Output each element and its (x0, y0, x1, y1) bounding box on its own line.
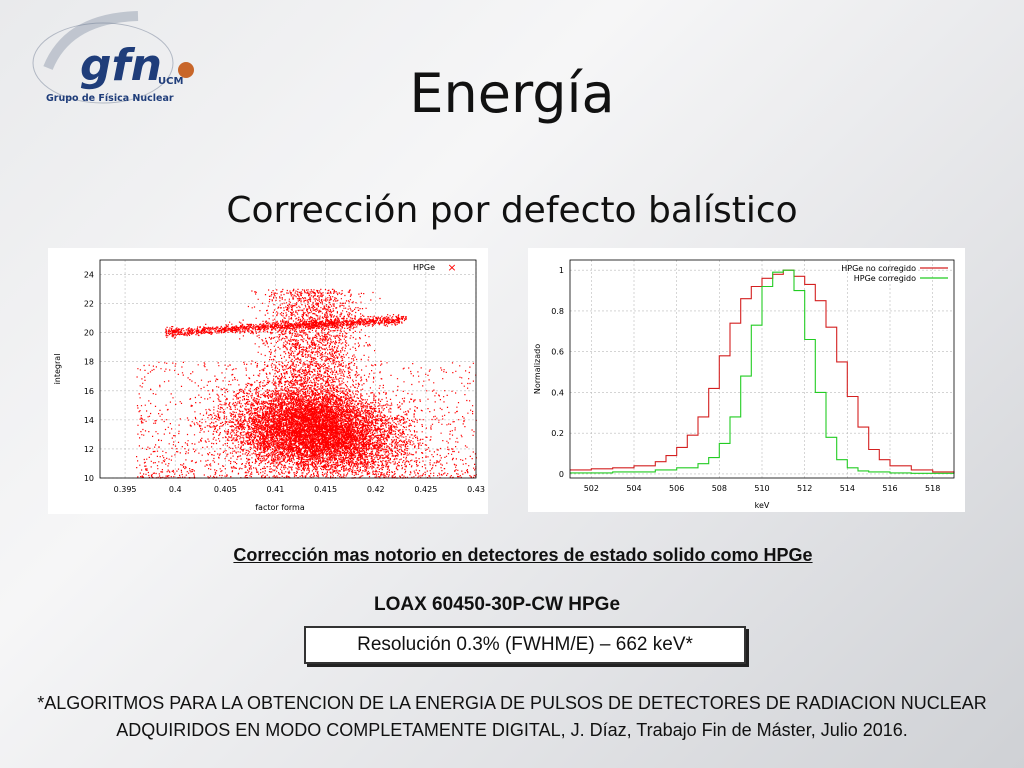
correction-note: Corrección mas notorio en detectores de … (233, 545, 813, 565)
scatter-ytick: 20 (84, 329, 94, 338)
spectrum-ytick: 0.4 (551, 388, 564, 397)
spectrum-xtick: 514 (840, 484, 855, 493)
scatter-plot-svg: 0.395 0.4 0.405 0.41 0.415 0.42 0.425 0.43 10 12 1… (53, 259, 485, 512)
spectrum-xtick: 504 (626, 484, 641, 493)
scatter-ytick: 24 (84, 271, 94, 280)
logo-text: gfn (80, 40, 162, 91)
reference-footnote: *ALGORITMOS PARA LA OBTENCION DE LA ENER… (37, 693, 987, 740)
gfn-logo: gfn UCM Grupo de Física Nuclear (28, 8, 208, 108)
scatter-points (136, 288, 477, 479)
scatter-ytick: 10 (84, 474, 94, 483)
slide-subtitle: Corrección por defecto balístico (226, 190, 798, 231)
logo-caption: Grupo de Física Nuclear (46, 93, 174, 104)
scatter-xlabel: factor forma (255, 503, 305, 512)
spectrum-ytick: 0.6 (551, 348, 564, 357)
spectrum-ytick: 1 (559, 266, 564, 275)
scatter-xtick: 0.41 (267, 485, 285, 494)
scatter-xtick: 0.405 (214, 485, 237, 494)
scatter-ytick: 14 (84, 416, 94, 425)
scatter-ytick: 12 (84, 445, 94, 454)
scatter-ylabel: integral (53, 354, 62, 385)
scatter-plot: 0.395 0.4 0.405 0.41 0.415 0.42 0.425 0.43 10 12 1… (48, 248, 488, 514)
scatter-xtick: 0.425 (414, 485, 437, 494)
scatter-xtick: 0.395 (114, 485, 137, 494)
spectrum-plot: 502 504 506 508 510 512 514 516 518 0 0.2 0.4 0.6 0.8… (528, 248, 965, 512)
spectrum-xtick: 506 (669, 484, 684, 493)
spectrum-xtick: 510 (754, 484, 769, 493)
spectrum-series-1 (570, 269, 955, 474)
scatter-ytick: 22 (84, 300, 94, 309)
spectrum-xtick: 508 (712, 484, 727, 493)
scatter-xtick: 0.43 (467, 485, 485, 494)
scatter-legend-label: HPGe (413, 263, 435, 272)
scatter-xtick: 0.4 (169, 485, 182, 494)
resolution-text: Resolución 0.3% (FWHM/E) – 662 keV* (357, 634, 693, 655)
spectrum-ylabel: Normalizado (533, 344, 542, 394)
scatter-ytick: 18 (84, 358, 94, 367)
spectrum-plot-svg: 502 504 506 508 510 512 514 516 518 0 0.2 0.4 0.6 0.8… (533, 259, 955, 510)
scatter-legend-marker: × (447, 261, 456, 274)
spectrum-xtick: 502 (584, 484, 599, 493)
scatter-xtick: 0.42 (367, 485, 385, 494)
scatter-ytick: 16 (84, 387, 94, 396)
legend-no-corregido: HPGe no corregido (841, 264, 916, 273)
spectrum-xtick: 518 (925, 484, 940, 493)
spectrum-ytick: 0.2 (551, 429, 564, 438)
spectrum-xlabel: keV (755, 501, 770, 510)
scatter-xtick: 0.415 (314, 485, 337, 494)
spectrum-ytick: 0 (559, 470, 564, 479)
logo-sub: UCM (158, 76, 183, 87)
legend-corregido: HPGe corregido (854, 274, 916, 283)
resolution-box: Resolución 0.3% (FWHM/E) – 662 keV* (304, 626, 746, 664)
detector-label: LOAX 60450-30P-CW HPGe (374, 594, 621, 615)
slide-title: Energía (409, 62, 615, 125)
spectrum-xtick: 512 (797, 484, 812, 493)
spectrum-xtick: 516 (882, 484, 897, 493)
spectrum-ytick: 0.8 (551, 307, 564, 316)
